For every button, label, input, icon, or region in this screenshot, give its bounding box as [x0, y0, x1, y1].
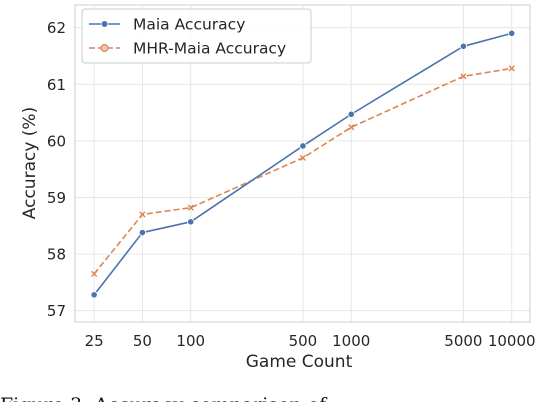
x-tick-label: 1000 [332, 332, 370, 350]
series-mhr-maia-accuracy [91, 65, 515, 277]
data-point [460, 73, 467, 80]
data-point [139, 211, 146, 218]
legend: Maia Accuracy MHR-Maia Accuracy [81, 8, 312, 64]
y-tick-label: 57 [47, 302, 66, 320]
x-tick-labels: 25 50 100 500 1000 5000 10000 [85, 332, 536, 350]
legend-label: Maia Accuracy [133, 16, 245, 34]
data-point [347, 110, 355, 118]
y-tick-label: 60 [47, 132, 66, 150]
data-point [90, 291, 98, 299]
x-tick-label: 50 [133, 332, 152, 350]
x-tick-label: 100 [176, 332, 205, 350]
x-tick-label: 10000 [488, 332, 536, 350]
data-point [348, 124, 355, 131]
figure-caption: Figure 3: Accuracy comparison of [0, 394, 328, 402]
y-axis-label: Accuracy (%) [20, 107, 40, 219]
data-point [299, 142, 307, 150]
data-point [91, 270, 98, 277]
x-tick-label: 25 [85, 332, 104, 350]
x-tick-label: 5000 [444, 332, 482, 350]
y-tick-label: 58 [47, 246, 66, 264]
data-point [459, 42, 468, 50]
legend-label: MHR-Maia Accuracy [133, 40, 286, 58]
y-tick-labels: 57 58 59 60 61 62 [47, 19, 66, 320]
data-point [508, 29, 516, 37]
legend-marker [100, 43, 109, 52]
data-point [187, 218, 195, 226]
data-point [508, 65, 515, 72]
plot-frame [74, 4, 531, 323]
data-point [187, 204, 194, 211]
x-axis-label: Game Count [246, 352, 353, 372]
y-tick-label: 62 [47, 19, 66, 37]
data-point [138, 228, 147, 237]
legend-items: Maia Accuracy MHR-Maia Accuracy [89, 16, 286, 58]
legend-marker [100, 20, 109, 28]
x-tick-label: 500 [289, 332, 318, 350]
y-tick-label: 61 [47, 76, 66, 94]
series-maia-accuracy [90, 29, 516, 299]
y-tick-label: 59 [47, 189, 66, 207]
series-layer [90, 29, 516, 299]
legend-box [81, 8, 312, 64]
data-point [299, 154, 307, 161]
